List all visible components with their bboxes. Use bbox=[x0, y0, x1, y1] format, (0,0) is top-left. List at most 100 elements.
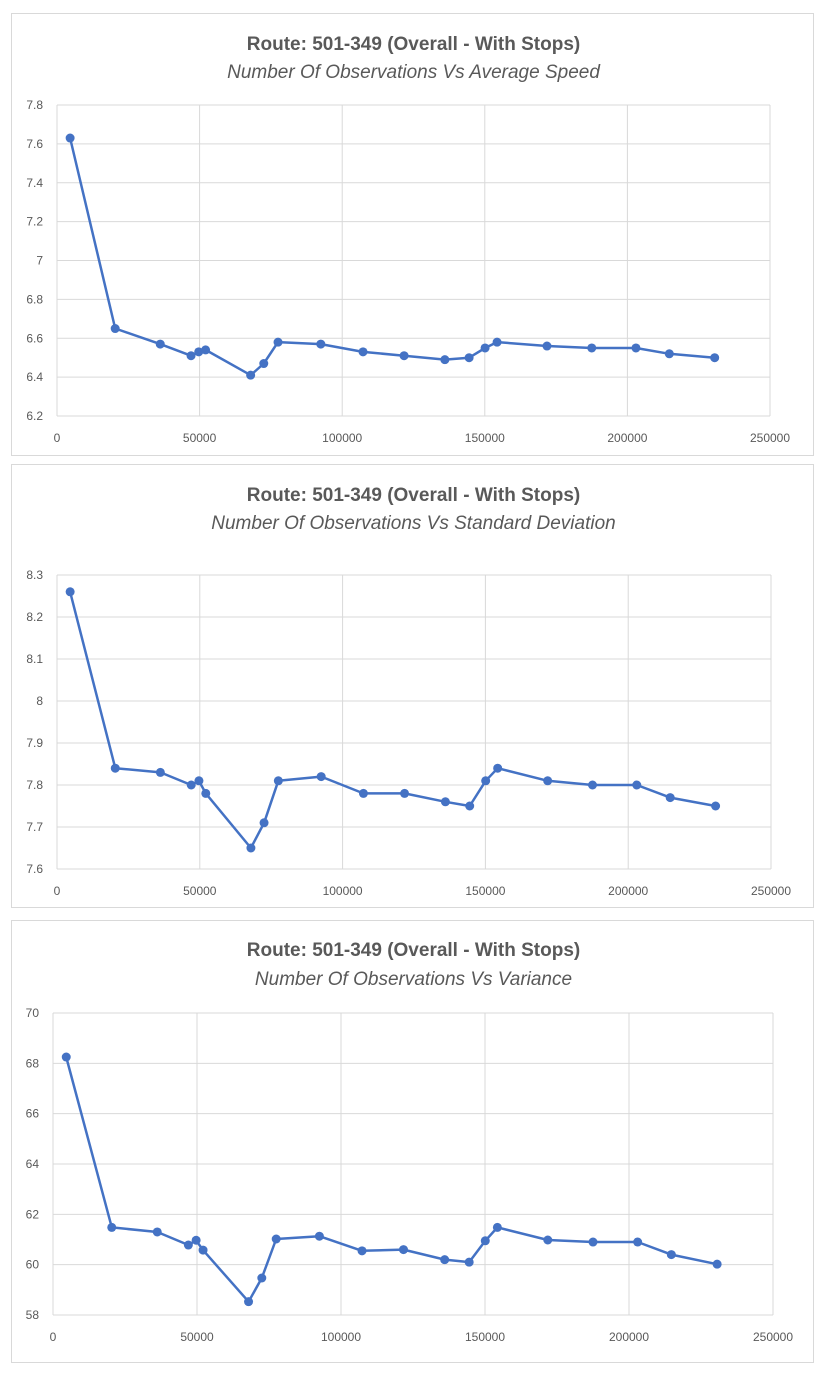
data-point bbox=[666, 1250, 676, 1260]
x-tick-label: 250000 bbox=[753, 1330, 793, 1344]
x-tick-label: 100000 bbox=[321, 1330, 361, 1344]
data-point bbox=[400, 788, 410, 798]
chart-svg-average-speed: Route: 501-349 (Overall - With Stops) Num… bbox=[26, 34, 790, 445]
data-point bbox=[492, 337, 502, 347]
data-point bbox=[357, 1246, 367, 1256]
x-tick-label: 100000 bbox=[323, 884, 363, 898]
chart-subtitle: Number Of Observations Vs Variance bbox=[255, 969, 572, 990]
y-tick-label: 62 bbox=[26, 1207, 40, 1221]
data-point bbox=[481, 776, 491, 786]
x-tick-label: 0 bbox=[50, 1330, 57, 1344]
data-point bbox=[259, 359, 269, 369]
data-point bbox=[399, 351, 409, 361]
data-point bbox=[493, 763, 503, 773]
x-tick-label: 150000 bbox=[465, 884, 505, 898]
y-tick-label: 8.1 bbox=[26, 652, 43, 666]
data-point bbox=[465, 801, 475, 811]
data-point bbox=[480, 1236, 490, 1246]
chart-title: Route: 501-349 (Overall - With Stops) bbox=[247, 940, 580, 961]
y-tick-label: 7.8 bbox=[26, 778, 43, 792]
data-point bbox=[358, 347, 368, 357]
y-tick-label: 60 bbox=[26, 1258, 40, 1272]
chart-subtitle: Number Of Observations Vs Standard Devia… bbox=[211, 513, 615, 534]
data-point bbox=[712, 1259, 722, 1269]
data-point bbox=[183, 1240, 193, 1250]
data-point bbox=[110, 763, 120, 773]
data-point bbox=[194, 776, 204, 786]
x-tick-label: 50000 bbox=[183, 884, 217, 898]
y-tick-label: 64 bbox=[26, 1157, 40, 1171]
y-tick-label: 7.4 bbox=[26, 176, 43, 190]
x-tick-label: 50000 bbox=[183, 431, 217, 445]
y-tick-label: 6.4 bbox=[26, 370, 43, 384]
y-tick-label: 7.6 bbox=[26, 137, 43, 151]
data-point bbox=[186, 780, 196, 790]
data-point bbox=[543, 776, 553, 786]
y-tick-label: 6.8 bbox=[26, 292, 43, 306]
data-point bbox=[665, 793, 675, 803]
data-point bbox=[65, 587, 75, 597]
data-point bbox=[316, 339, 326, 349]
x-tick-label: 50000 bbox=[180, 1330, 214, 1344]
data-point bbox=[273, 776, 283, 786]
y-tick-label: 8.2 bbox=[26, 610, 43, 624]
data-point bbox=[246, 370, 256, 380]
data-point bbox=[110, 324, 120, 334]
x-tick-label: 150000 bbox=[465, 1330, 505, 1344]
data-point bbox=[201, 788, 211, 798]
data-point bbox=[633, 1237, 643, 1247]
data-point bbox=[464, 1257, 474, 1267]
data-point bbox=[543, 1235, 553, 1245]
x-tick-label: 150000 bbox=[465, 431, 505, 445]
data-point bbox=[152, 1227, 162, 1237]
y-tick-label: 7.9 bbox=[26, 736, 43, 750]
x-tick-label: 200000 bbox=[609, 1330, 649, 1344]
chart-svg-variance: Route: 501-349 (Overall - With Stops) Num… bbox=[26, 940, 794, 1344]
series-line bbox=[68, 137, 715, 377]
y-tick-label: 7.7 bbox=[26, 820, 43, 834]
data-point bbox=[198, 1245, 208, 1255]
data-point bbox=[201, 345, 211, 355]
y-tick-label: 58 bbox=[26, 1308, 40, 1322]
data-point bbox=[664, 349, 674, 359]
x-tick-label: 200000 bbox=[607, 431, 647, 445]
series-line bbox=[68, 591, 716, 850]
data-point bbox=[632, 780, 642, 790]
data-point bbox=[480, 343, 490, 353]
y-tick-label: 6.2 bbox=[26, 409, 43, 423]
x-tick-label: 0 bbox=[54, 884, 61, 898]
data-point bbox=[314, 1231, 324, 1241]
data-point bbox=[464, 353, 474, 363]
chart-svg-standard-deviation: Route: 501-349 (Overall - With Stops) Num… bbox=[26, 485, 791, 898]
chart-title: Route: 501-349 (Overall - With Stops) bbox=[247, 34, 580, 55]
x-tick-label: 100000 bbox=[322, 431, 362, 445]
data-point bbox=[271, 1234, 281, 1244]
data-point bbox=[587, 343, 597, 353]
y-tick-label: 6.6 bbox=[26, 331, 43, 345]
data-point bbox=[246, 843, 256, 853]
chart-title: Route: 501-349 (Overall - With Stops) bbox=[247, 485, 580, 506]
data-point bbox=[588, 780, 597, 790]
chart-panel-average-speed: Route: 501-349 (Overall - With Stops) Num… bbox=[11, 13, 814, 456]
data-point bbox=[440, 355, 450, 365]
data-point bbox=[316, 772, 326, 782]
data-point bbox=[155, 339, 165, 349]
data-point bbox=[273, 337, 283, 347]
data-point bbox=[588, 1237, 598, 1247]
chart-panel-variance: Route: 501-349 (Overall - With Stops) Num… bbox=[11, 920, 814, 1363]
x-tick-label: 200000 bbox=[608, 884, 648, 898]
y-tick-label: 7.8 bbox=[26, 98, 43, 112]
data-point bbox=[259, 818, 269, 828]
data-point bbox=[186, 351, 196, 361]
data-point bbox=[65, 133, 75, 143]
data-point bbox=[244, 1297, 254, 1307]
x-tick-label: 0 bbox=[54, 431, 61, 445]
y-tick-label: 70 bbox=[26, 1006, 40, 1020]
y-tick-label: 7 bbox=[36, 254, 43, 268]
data-point bbox=[257, 1273, 267, 1283]
data-point bbox=[398, 1245, 408, 1255]
chart-panel-standard-deviation: Route: 501-349 (Overall - With Stops) Num… bbox=[11, 464, 814, 908]
data-point bbox=[440, 1255, 450, 1265]
x-tick-label: 250000 bbox=[750, 431, 790, 445]
y-tick-label: 7.6 bbox=[26, 862, 43, 876]
